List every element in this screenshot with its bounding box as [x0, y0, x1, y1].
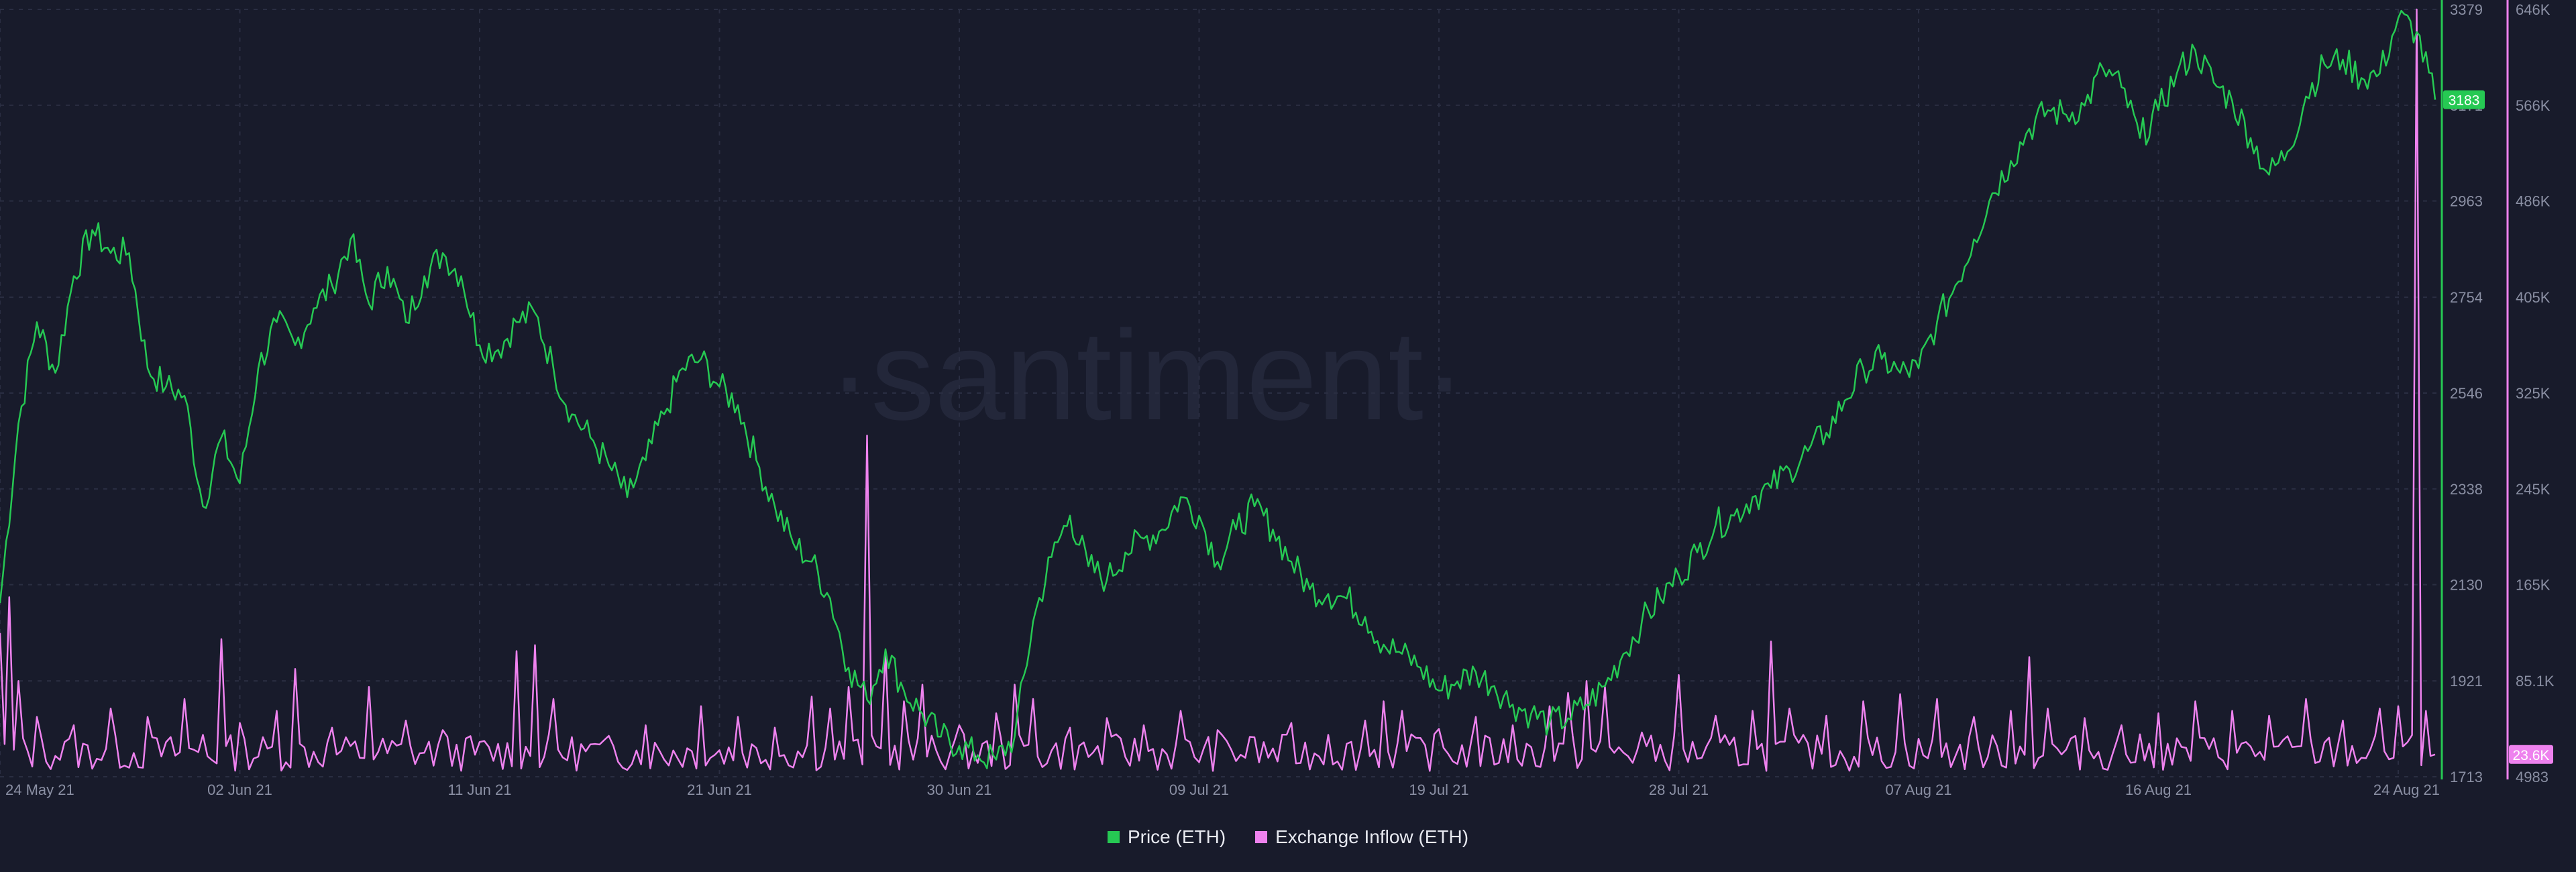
legend-label-exchange-inflow: Exchange Inflow (ETH)	[1275, 826, 1469, 847]
x-tick-label: 02 Jun 21	[207, 781, 272, 798]
price-current-badge	[2443, 90, 2485, 109]
y-right-tick-label: 325K	[2516, 385, 2551, 402]
legend-swatch-exchange-inflow	[1255, 831, 1268, 843]
y-right-tick-label: 4983	[2516, 769, 2548, 785]
y-right-tick-label: 486K	[2516, 193, 2551, 210]
legend-item-price[interactable]: Price (ETH)	[1107, 826, 1226, 848]
legend-item-exchange-inflow[interactable]: Exchange Inflow (ETH)	[1255, 826, 1468, 848]
price-line	[0, 9, 2436, 769]
y-left-tick-label: 2130	[2450, 577, 2483, 594]
y-left-tick-label: 2963	[2450, 193, 2483, 210]
y-left-tick-label: 1921	[2450, 673, 2483, 690]
chart-canvas: ·santiment· 3379317129632754254623382130…	[0, 0, 2555, 798]
x-tick-label: 19 Jul 21	[1409, 781, 1468, 798]
x-tick-label: 24 Aug 21	[2373, 781, 2440, 798]
y-right-tick-label: 405K	[2516, 289, 2551, 306]
y-left-tick-label: 2338	[2450, 481, 2483, 498]
legend: Price (ETH) Exchange Inflow (ETH)	[0, 826, 2576, 848]
y-left-tick-label: 2754	[2450, 289, 2483, 306]
watermark-text: ·santiment·	[828, 305, 1466, 447]
price-current-value: 3183	[2449, 93, 2480, 109]
series-price	[0, 9, 2436, 769]
y-right-tick-label: 646K	[2516, 1, 2551, 18]
x-tick-label: 24 May 21	[5, 781, 74, 798]
legend-swatch-price	[1107, 831, 1120, 843]
inflow-current-value: 23.6K	[2513, 748, 2550, 763]
y-left-tick-label: 3379	[2450, 1, 2483, 18]
x-tick-label: 09 Jul 21	[1169, 781, 1229, 798]
grid-lines	[0, 9, 2442, 777]
x-tick-label: 21 Jun 21	[687, 781, 752, 798]
exchange-inflow-line	[0, 8, 2436, 772]
x-tick-label: 30 Jun 21	[927, 781, 992, 798]
series-exchange-inflow	[0, 8, 2436, 772]
y-right-tick-label: 566K	[2516, 97, 2551, 114]
axes: 337931712963275425462338213019211713646K…	[5, 0, 2555, 798]
inflow-current-badge	[2509, 745, 2553, 764]
y-left-tick-label: 2546	[2450, 385, 2483, 402]
y-left-tick-label: 1713	[2450, 769, 2483, 785]
y-right-tick-label: 245K	[2516, 481, 2551, 498]
x-tick-label: 28 Jul 21	[1649, 781, 1709, 798]
y-right-tick-label: 85.1K	[2516, 673, 2555, 690]
legend-label-price: Price (ETH)	[1127, 826, 1226, 847]
x-tick-label: 07 Aug 21	[1885, 781, 1951, 798]
y-right-tick-label: 165K	[2516, 577, 2551, 594]
x-tick-label: 16 Aug 21	[2125, 781, 2192, 798]
x-tick-label: 11 Jun 21	[447, 781, 511, 798]
